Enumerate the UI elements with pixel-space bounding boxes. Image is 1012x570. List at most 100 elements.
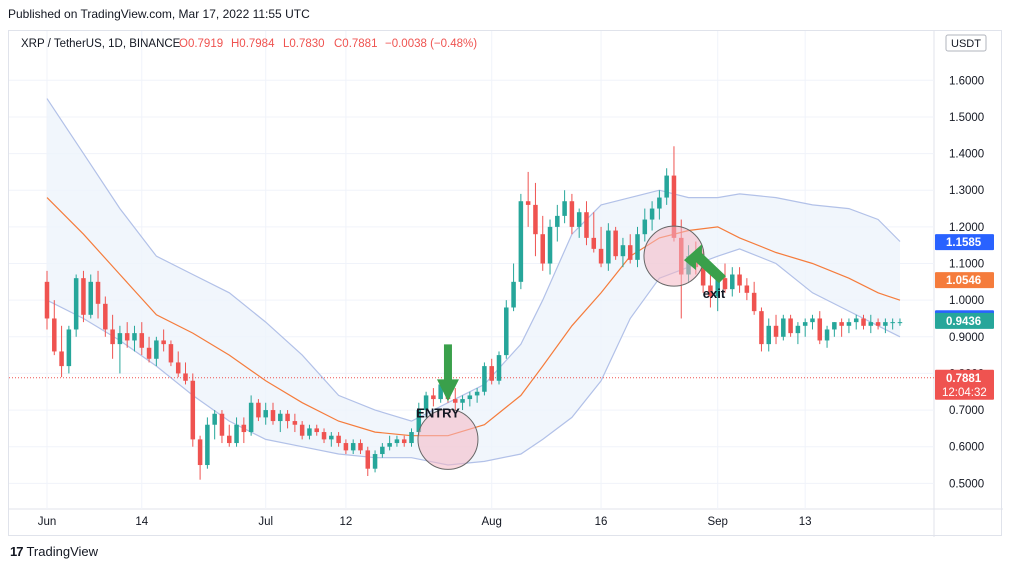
candle-body <box>146 347 152 359</box>
bollinger-bands <box>9 98 934 466</box>
grid <box>9 31 1003 537</box>
candle-body <box>802 322 808 326</box>
candle-body <box>380 446 385 455</box>
candle-body <box>489 366 494 381</box>
candle-body <box>875 322 881 326</box>
candle-body <box>285 413 290 422</box>
candle-body <box>562 201 567 216</box>
x-tick-label: Aug <box>481 516 501 528</box>
candle-body <box>598 248 604 264</box>
ohlc-open: O0.7919 <box>179 38 223 50</box>
candle-body <box>307 428 312 436</box>
candle-body <box>635 234 640 260</box>
y-tick-label: 1.6000 <box>949 75 984 87</box>
candle-body <box>897 322 903 324</box>
candle-body <box>52 318 57 352</box>
candle-body <box>737 274 742 286</box>
exit-label: exit <box>703 286 726 301</box>
upper-band-line <box>46 98 901 422</box>
candle-body <box>139 333 145 348</box>
candle-body <box>751 292 757 312</box>
price-label-text: 1.0546 <box>946 275 981 287</box>
candle-body <box>788 318 793 334</box>
candle-body <box>314 428 319 433</box>
candle-body <box>278 413 283 422</box>
candle-body <box>292 421 298 425</box>
candle-body <box>387 443 392 447</box>
candle-body <box>103 303 108 330</box>
candle-body <box>861 318 866 326</box>
candle-body <box>606 230 611 264</box>
candle-body <box>416 410 422 433</box>
candle-body <box>241 424 247 433</box>
candle-body <box>613 230 618 257</box>
y-tick-label: 0.7000 <box>949 405 984 417</box>
candle-body <box>168 344 174 363</box>
candle-body <box>576 212 582 227</box>
candle-body <box>700 267 706 286</box>
candle-body <box>759 311 764 345</box>
price-label-text: 0.7881 <box>946 373 982 385</box>
candle-body <box>234 424 239 444</box>
candle-body <box>518 201 524 282</box>
candle-body <box>584 212 589 238</box>
candle-body <box>795 325 801 334</box>
candle-body <box>219 413 225 436</box>
candle-body <box>132 333 137 341</box>
candle-body <box>744 285 750 293</box>
currency-label: USDT <box>951 38 981 50</box>
ohlc-high: H0.7984 <box>231 38 275 50</box>
candle-body <box>299 424 305 436</box>
candle-body <box>438 384 443 400</box>
candle-body <box>73 278 79 330</box>
candle-body <box>730 274 735 290</box>
y-tick-label: 1.5000 <box>949 112 984 124</box>
x-tick-label: 12 <box>340 516 353 528</box>
y-tick-label: 1.2000 <box>949 222 984 234</box>
candle-body <box>401 439 407 444</box>
price-axis[interactable]: 0.50000.60000.70000.80000.90001.00001.10… <box>935 75 994 490</box>
candle-body <box>773 325 779 337</box>
tradingview-logo-icon: 17 <box>10 544 24 559</box>
price-label-box <box>935 369 994 400</box>
y-tick-label: 0.5000 <box>949 478 984 490</box>
candle-body <box>664 175 669 198</box>
candle-body <box>124 333 130 341</box>
time-axis[interactable]: Jun 14 Jul 12 Aug 16 Sep 13 <box>38 516 812 528</box>
candle-body <box>817 318 823 341</box>
candle-body <box>336 435 341 444</box>
candle-body <box>117 333 123 345</box>
candle-body <box>883 322 888 326</box>
candle-body <box>708 285 713 297</box>
candle-body <box>846 322 852 326</box>
basis-line <box>46 197 901 437</box>
candle-body <box>44 281 50 319</box>
candle-body <box>890 322 895 324</box>
candle-body <box>256 402 261 418</box>
band-fill <box>47 98 900 465</box>
published-note: Published on TradingView.com, Mar 17, 20… <box>8 7 310 21</box>
y-tick-label: 0.6000 <box>949 442 984 454</box>
candle-body <box>482 366 487 392</box>
entry-circle <box>417 408 479 470</box>
y-tick-label: 1.4000 <box>949 149 984 161</box>
candle-body <box>343 443 349 451</box>
candle-body <box>161 340 166 345</box>
candle-body <box>810 318 815 323</box>
candle-body <box>839 322 844 326</box>
candle-body <box>540 234 545 264</box>
candle-body <box>358 443 363 451</box>
candle-body <box>781 318 786 337</box>
candle-body <box>832 322 837 330</box>
candle-body <box>452 399 458 403</box>
candle-body <box>591 237 597 249</box>
price-label-text: 0.9436 <box>946 316 981 328</box>
currency-button[interactable]: USDT <box>945 34 987 52</box>
candle-body <box>766 325 771 345</box>
candle-body <box>372 454 378 469</box>
price-label-text: 1.1585 <box>946 237 982 249</box>
candle-body <box>197 439 203 466</box>
x-tick-label: 14 <box>135 516 148 528</box>
